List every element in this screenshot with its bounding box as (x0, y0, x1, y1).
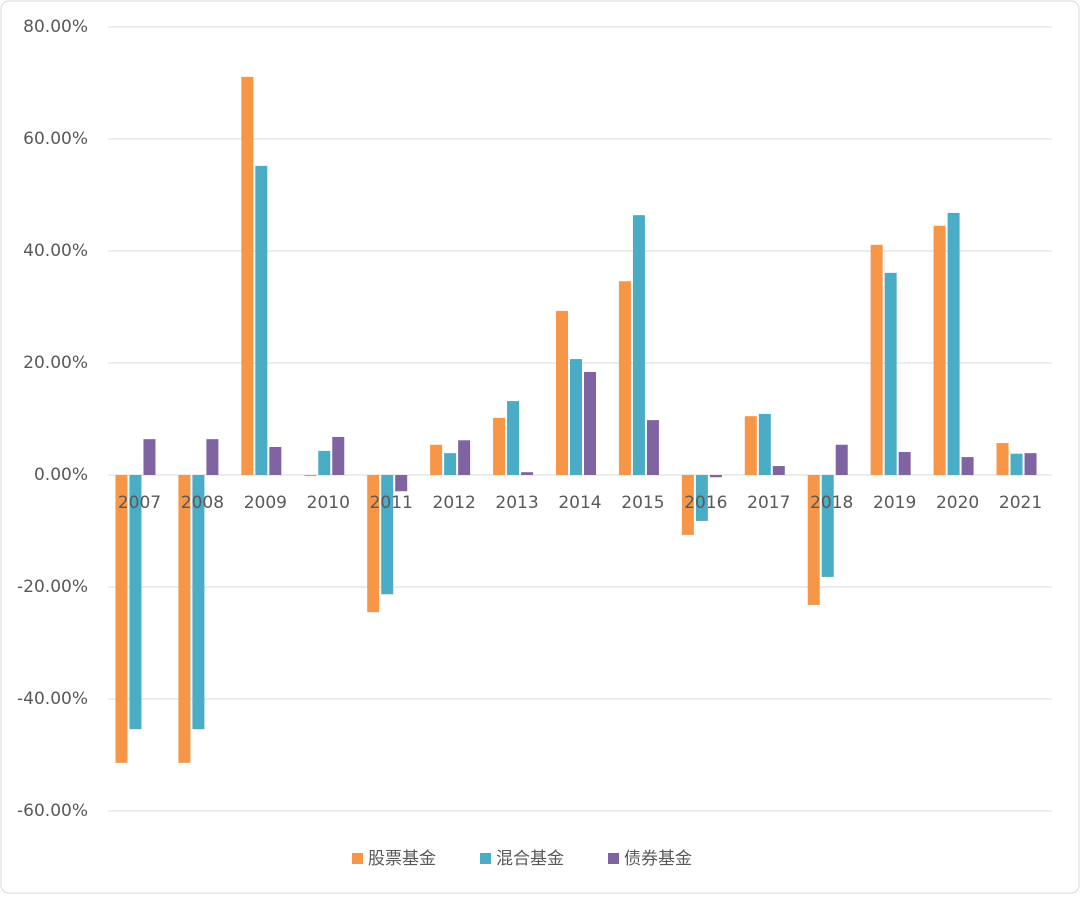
bar (758, 413, 771, 475)
bar (381, 475, 394, 595)
bar (556, 310, 568, 475)
legend-swatch (608, 853, 619, 864)
legend-label: 债券基金 (624, 849, 692, 869)
bar (821, 475, 834, 577)
x-tick-label: 2021 (999, 493, 1042, 513)
bar (744, 416, 757, 475)
y-tick-label: 40.00% (23, 241, 88, 261)
x-tick-label: 2013 (495, 493, 538, 513)
y-tick-label: 20.00% (23, 353, 88, 373)
x-tick-label: 2020 (936, 493, 979, 513)
bar (304, 475, 317, 477)
bar (444, 453, 457, 475)
x-tick-label: 2019 (873, 493, 916, 513)
legend-label: 混合基金 (496, 849, 564, 869)
bar (318, 450, 331, 475)
bar (709, 475, 722, 478)
x-tick-label: 2014 (558, 493, 601, 513)
bar (143, 439, 156, 475)
bar (178, 475, 191, 763)
bar (241, 76, 254, 475)
bar (192, 475, 205, 730)
bar (695, 475, 708, 521)
y-tick-label: 80.00% (23, 17, 88, 37)
bar (772, 466, 785, 475)
legend-swatch (480, 853, 491, 864)
bar (269, 447, 282, 475)
x-tick-label: 2018 (810, 493, 853, 513)
bar (570, 359, 582, 475)
bar (458, 440, 471, 475)
bar (646, 420, 659, 475)
bar (807, 475, 820, 605)
bar (255, 165, 268, 475)
x-tick-label: 2012 (433, 493, 476, 513)
y-tick-label: -20.00% (17, 577, 88, 597)
bar (507, 401, 520, 475)
bar (129, 475, 142, 730)
bar (395, 475, 408, 492)
y-tick-label: 0.00% (34, 465, 88, 485)
bar (493, 417, 506, 475)
legend-label: 股票基金 (368, 849, 436, 869)
bar (367, 475, 380, 613)
bar (996, 443, 1009, 475)
x-tick-label: 2007 (118, 493, 161, 513)
x-tick-label: 2016 (684, 493, 727, 513)
bar (961, 457, 974, 475)
bar (1024, 453, 1037, 475)
bar (898, 452, 911, 475)
x-tick-label: 2009 (244, 493, 287, 513)
bar (870, 244, 883, 475)
bar (115, 475, 128, 763)
x-tick-label: 2008 (181, 493, 224, 513)
bar (430, 444, 443, 475)
bar (933, 225, 946, 475)
bar (632, 215, 645, 475)
bar (521, 472, 534, 475)
x-tick-label: 2010 (307, 493, 350, 513)
x-tick-label: 2011 (370, 493, 413, 513)
bar (947, 212, 960, 476)
bar (1010, 453, 1023, 475)
bar (618, 281, 631, 475)
bar (206, 439, 219, 475)
x-tick-label: 2017 (747, 493, 790, 513)
bar (681, 475, 694, 535)
bar (884, 272, 897, 475)
y-tick-label: 60.00% (23, 129, 88, 149)
bar (332, 436, 345, 475)
bar (584, 371, 596, 475)
y-tick-label: -60.00% (17, 801, 88, 821)
bar (835, 444, 848, 475)
legend-swatch (352, 853, 363, 864)
x-tick-label: 2015 (621, 493, 664, 513)
y-tick-label: -40.00% (17, 689, 88, 709)
